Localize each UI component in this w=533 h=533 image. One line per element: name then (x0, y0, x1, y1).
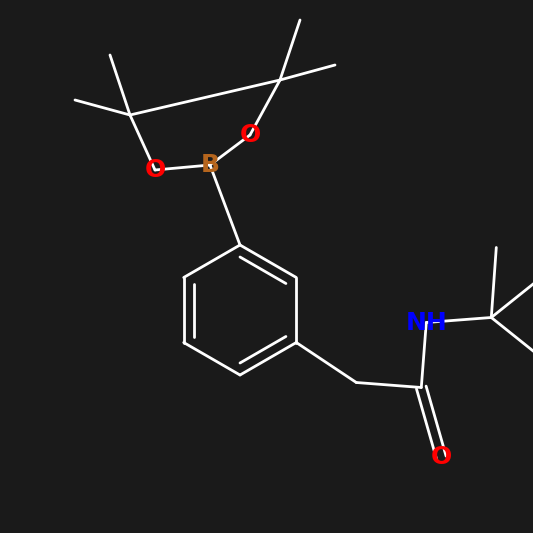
Text: O: O (431, 446, 452, 470)
Text: B: B (200, 153, 220, 177)
Text: O: O (144, 158, 166, 182)
Text: O: O (239, 123, 261, 147)
Text: NH: NH (406, 311, 447, 335)
